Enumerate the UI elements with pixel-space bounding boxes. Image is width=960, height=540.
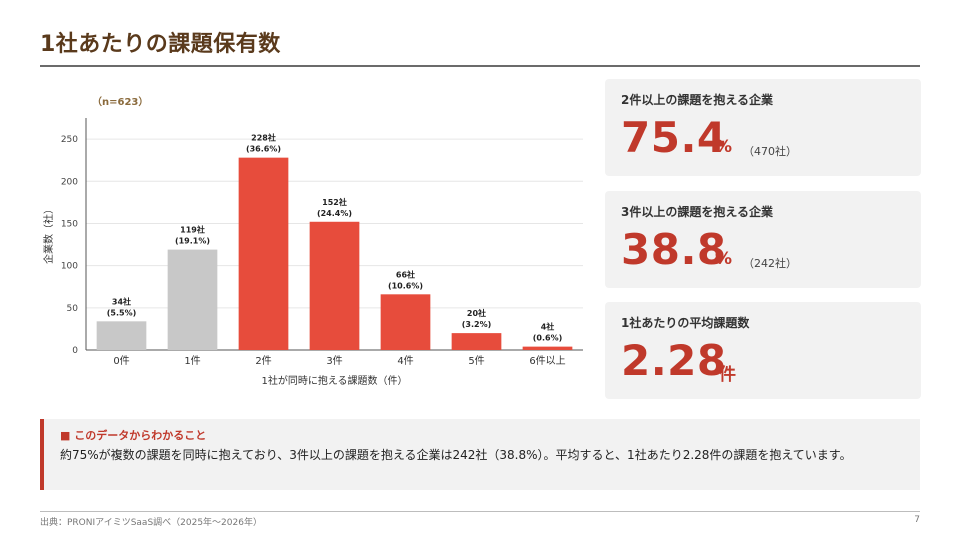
bar-chart: （n=623） 0 50 100 150 200 250 34社 (5.5%) 0件 119社 (19… <box>40 88 595 398</box>
x-axis-label: 1社が同時に抱える課題数（件） <box>261 374 407 387</box>
bar-percent-label: (3.2%) <box>462 320 492 329</box>
stat-card-value: 75.4 <box>621 113 727 162</box>
stat-card-sub: （242社） <box>743 257 797 270</box>
stat-card-unit: 件 <box>719 365 736 385</box>
bar <box>380 294 431 350</box>
x-tick-label: 1件 <box>184 355 200 367</box>
y-tick-label: 200 <box>61 177 78 187</box>
stat-card-value: 38.8 <box>621 225 727 274</box>
bar-value-label: 152社 <box>322 197 347 207</box>
bar <box>309 221 360 350</box>
y-axis-label: 企業数（社） <box>42 204 55 264</box>
bar-percent-label: (0.6%) <box>533 334 563 343</box>
key-finding-heading: ■ このデータからわかること <box>60 429 207 442</box>
bar-value-label: 34社 <box>112 296 131 306</box>
y-tick-label: 50 <box>67 304 79 314</box>
bar <box>96 321 147 350</box>
key-finding-box: ■ このデータからわかること 約75%が複数の課題を同時に抱えており、3件以上の… <box>40 419 920 490</box>
bar-value-label: 20社 <box>467 308 486 318</box>
stat-card-sub: （470社） <box>743 145 797 158</box>
bar-value-label: 119社 <box>180 225 205 235</box>
bar-percent-label: (5.5%) <box>107 308 137 317</box>
y-tick-label: 0 <box>72 346 78 356</box>
bar-percent-label: (24.4%) <box>317 209 352 218</box>
bar-chart-svg: （n=623） 0 50 100 150 200 250 34社 (5.5%) 0件 119社 (19… <box>42 95 583 387</box>
stat-card-unit: % <box>715 137 733 157</box>
bar-value-label: 4社 <box>541 322 555 332</box>
bar <box>522 346 573 350</box>
key-finding-text: 約75%が複数の課題を同時に抱えており、3件以上の課題を抱える企業は242社（3… <box>60 448 852 462</box>
bar <box>238 157 289 350</box>
footer-divider <box>40 511 920 512</box>
title-divider <box>40 65 920 67</box>
stat-card-value: 2.28 <box>621 336 727 385</box>
x-tick-label: 5件 <box>468 355 484 367</box>
bar-percent-label: (19.1%) <box>175 237 210 246</box>
stat-card-two-plus: 2件以上の課題を抱える企業 75.4 % （470社） <box>605 79 921 176</box>
bar <box>167 249 218 350</box>
x-tick-label: 2件 <box>255 355 271 367</box>
bar-percent-label: (36.6%) <box>246 145 281 154</box>
bar-value-label: 228社 <box>251 133 276 143</box>
page-title: 1社あたりの課題保有数 <box>40 32 281 57</box>
stat-card-label: 3件以上の課題を抱える企業 <box>621 205 773 219</box>
x-tick-label: 4件 <box>397 355 413 367</box>
page-number: 7 <box>914 515 920 525</box>
bar-value-label: 66社 <box>396 269 415 279</box>
source-note: 出典：PRONIアイミツSaaS調べ（2025年〜2026年） <box>40 518 262 528</box>
bar-percent-label: (10.6%) <box>388 281 423 290</box>
stat-card-label: 1社あたりの平均課題数 <box>621 316 750 330</box>
x-tick-label: 0件 <box>113 355 129 367</box>
y-tick-label: 150 <box>61 219 78 229</box>
y-tick-label: 250 <box>61 135 78 145</box>
y-tick-label: 100 <box>61 262 78 272</box>
stat-card-unit: % <box>715 249 733 269</box>
sample-size-note: （n=623） <box>92 95 148 108</box>
stat-card-three-plus: 3件以上の課題を抱える企業 38.8 % （242社） <box>605 191 921 288</box>
x-tick-label: 3件 <box>326 355 342 367</box>
stat-card-average: 1社あたりの平均課題数 2.28 件 <box>605 302 921 399</box>
x-tick-label: 6件以上 <box>529 355 565 367</box>
bar <box>451 333 502 350</box>
stat-card-label: 2件以上の課題を抱える企業 <box>621 93 773 107</box>
